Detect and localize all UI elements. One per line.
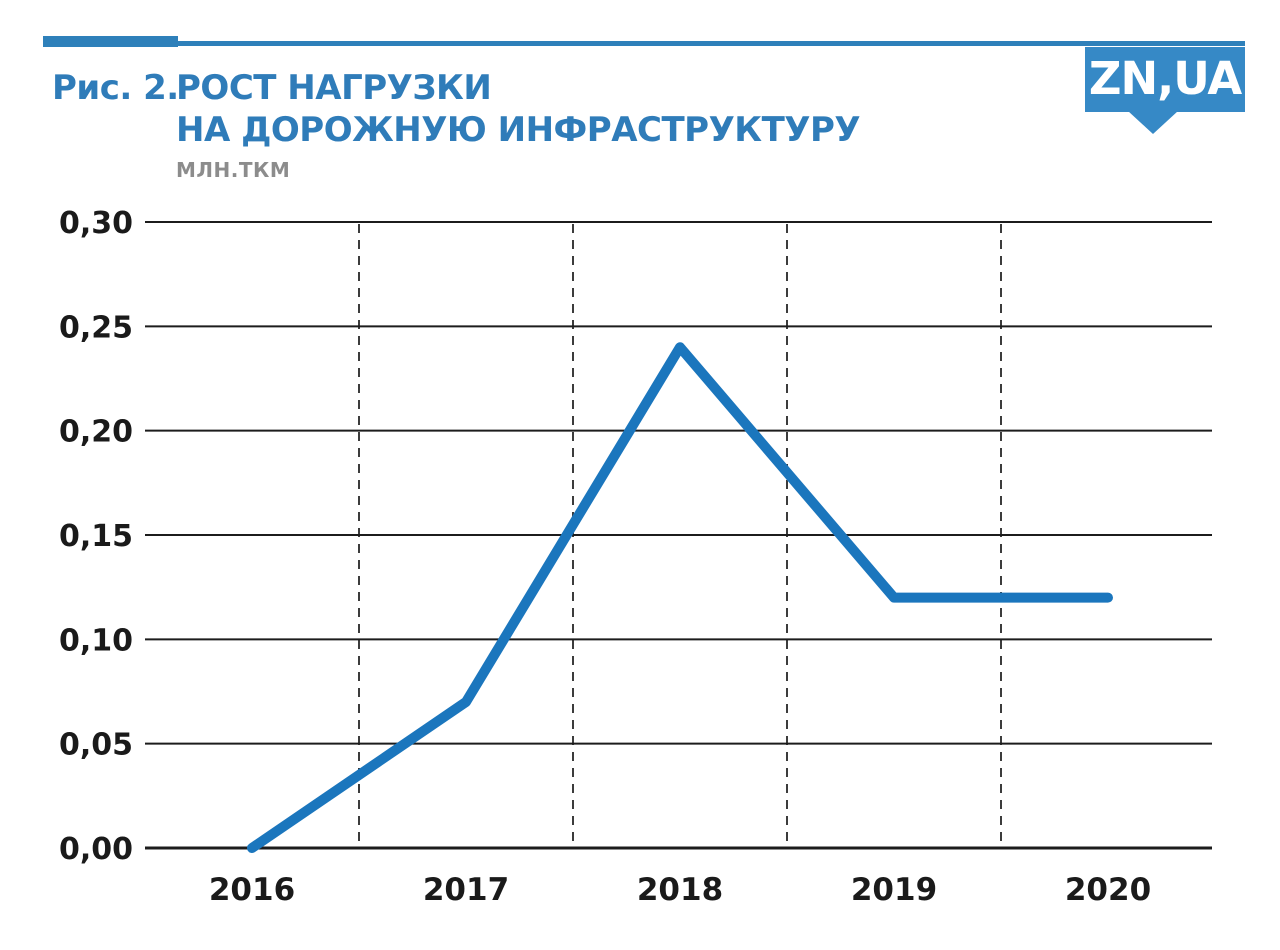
x-tick-label: 2016 — [209, 872, 295, 908]
y-tick-label: 0,30 — [59, 206, 133, 241]
logo-speech-tail — [1128, 111, 1178, 134]
x-tick-label: 2018 — [637, 872, 723, 908]
chart-title-line1: РОСТ НАГРУЗКИ — [176, 68, 492, 108]
y-tick-label: 0,00 — [59, 832, 133, 867]
chart-title-line2: НА ДОРОЖНУЮ ИНФРАСТРУКТУРУ — [176, 110, 861, 150]
x-tick-label: 2020 — [1065, 872, 1151, 908]
x-tick-label: 2017 — [423, 872, 509, 908]
y-tick-label: 0,15 — [59, 519, 133, 554]
y-tick-label: 0,10 — [59, 623, 133, 658]
y-tick-label: 0,25 — [59, 310, 133, 345]
figure-label: Рис. 2. — [52, 68, 179, 108]
brand-logo: ZN,UA — [1085, 47, 1245, 112]
unit-label: млн.ткм — [176, 158, 291, 182]
y-tick-label: 0,05 — [59, 728, 133, 763]
top-bar-thin — [178, 41, 1245, 46]
y-tick-label: 0,20 — [59, 415, 133, 450]
series-line-load — [247, 342, 1113, 853]
x-tick-label: 2019 — [851, 872, 937, 908]
top-bar-thick — [43, 36, 178, 47]
